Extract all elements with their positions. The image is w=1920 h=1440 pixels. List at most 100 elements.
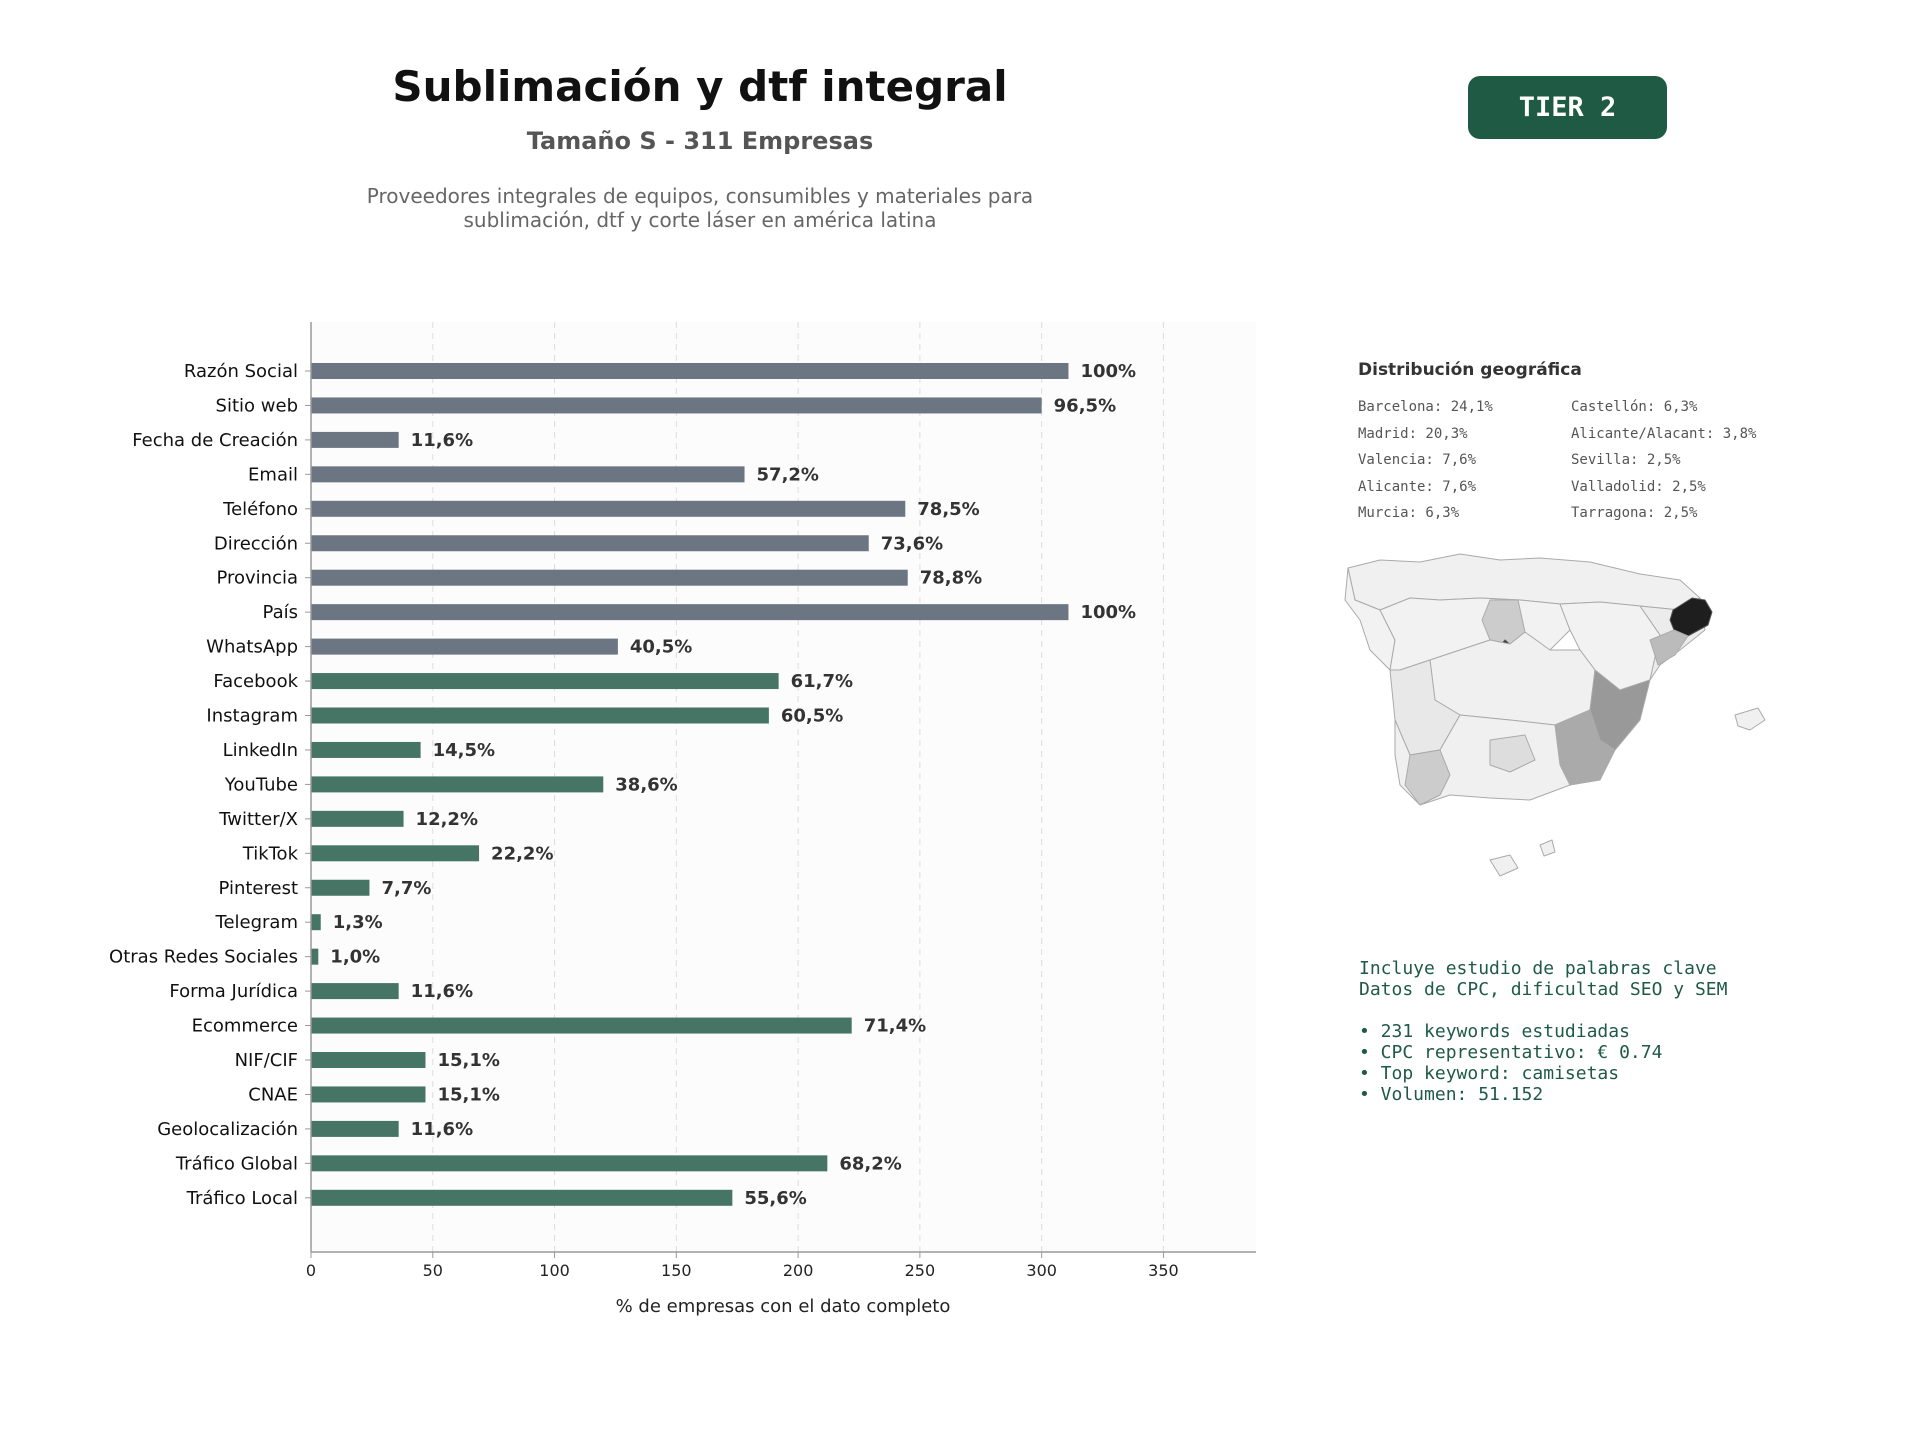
- bar: [311, 569, 908, 586]
- geo-item: Valladolid: 2,5%: [1571, 478, 1706, 495]
- bar: [311, 431, 399, 448]
- bar: [311, 500, 906, 517]
- value-label: 14,5%: [433, 740, 495, 761]
- keyword-bullet: • CPC representativo: € 0.74: [1359, 1042, 1663, 1063]
- geo-item: Alicante/Alacant: 3,8%: [1571, 425, 1757, 442]
- geo-list-right: Castellón: 6,3% Alicante/Alacant: 3,8% S…: [1571, 397, 1756, 530]
- x-axis-ticks: 0 50 100 150 200 250 300 350: [306, 1252, 1179, 1280]
- bar: [311, 1189, 733, 1206]
- geo-list-left: Barcelona: 24,1% Madrid: 20,3% Valencia:…: [1358, 397, 1493, 530]
- value-label: 68,2%: [839, 1153, 901, 1174]
- value-label: 11,6%: [411, 981, 473, 1002]
- bar: [311, 638, 618, 655]
- category-label: LinkedIn: [223, 740, 298, 761]
- bar-chart: Razón Social Sitio web Fecha de Creación Em…: [109, 322, 1256, 1317]
- bar: [311, 983, 399, 1000]
- bar: [311, 363, 1069, 379]
- category-label: Teléfono: [222, 499, 298, 520]
- value-label: 11,6%: [411, 1119, 473, 1140]
- value-label: 55,6%: [744, 1188, 806, 1209]
- map-region-baleares: [1734, 707, 1766, 731]
- category-labels: Razón Social Sitio web Fecha de Creación Em…: [109, 361, 311, 1209]
- bar: [311, 914, 321, 931]
- map-region-sevilla: [1404, 749, 1451, 806]
- bars-group: [311, 363, 1069, 1206]
- keyword-bullet: • Volumen: 51.152: [1359, 1084, 1544, 1105]
- bar: [311, 845, 480, 862]
- map-region-canarias-2: [1539, 839, 1556, 857]
- bar: [311, 673, 779, 690]
- category-label: Tráfico Local: [186, 1188, 298, 1209]
- geo-item: Madrid: 20,3%: [1358, 425, 1468, 442]
- category-label: Facebook: [213, 671, 298, 692]
- bar: [311, 1120, 399, 1137]
- value-label: 61,7%: [791, 671, 853, 692]
- tier-badge: TIER 2: [1468, 76, 1667, 139]
- keywords-line-2: Datos de CPC, dificultad SEO y SEM: [1359, 979, 1728, 1000]
- description-line-2: sublimación, dtf y corte láser en améric…: [463, 208, 937, 232]
- category-label: Telegram: [215, 912, 298, 933]
- value-label: 22,2%: [491, 843, 553, 864]
- category-label: WhatsApp: [206, 637, 298, 658]
- x-tick-label: 250: [905, 1261, 936, 1280]
- geo-item: Valencia: 7,6%: [1358, 452, 1477, 468]
- bar: [311, 810, 404, 827]
- bar: [311, 948, 319, 965]
- category-label: NIF/CIF: [235, 1050, 298, 1071]
- bar: [311, 535, 869, 552]
- keywords-line-1: Incluye estudio de palabras clave: [1359, 958, 1717, 979]
- geo-title: Distribución geográfica: [1358, 360, 1582, 380]
- value-label: 96,5%: [1054, 395, 1116, 416]
- geo-item: Tarragona: 2,5%: [1571, 505, 1698, 521]
- category-label: Twitter/X: [218, 809, 298, 830]
- geo-item: Barcelona: 24,1%: [1358, 399, 1493, 415]
- bar: [311, 1155, 828, 1172]
- category-label: Dirección: [214, 533, 298, 554]
- bar: [311, 1017, 852, 1034]
- x-tick-label: 0: [306, 1261, 316, 1280]
- x-axis-label: % de empresas con el dato completo: [616, 1296, 951, 1317]
- map-region-canarias: [1489, 854, 1519, 877]
- category-label: Instagram: [206, 706, 298, 727]
- map-region-tarragona: [1649, 629, 1689, 666]
- page-title: Sublimación y dtf integral: [392, 62, 1008, 111]
- category-label: TikTok: [242, 843, 299, 864]
- bar: [311, 397, 1042, 414]
- value-label: 57,2%: [757, 464, 819, 485]
- value-label: 11,6%: [411, 430, 473, 451]
- value-label: 1,0%: [330, 947, 380, 968]
- category-label: Otras Redes Sociales: [109, 947, 298, 968]
- category-label: País: [263, 602, 298, 623]
- category-label: YouTube: [224, 774, 298, 795]
- value-labels: 100% 96,5% 11,6% 57,2% 78,5% 73,6% 78,8% 100% 40…: [330, 361, 1136, 1209]
- category-label: Ecommerce: [192, 1016, 298, 1037]
- category-label: Tráfico Global: [175, 1153, 298, 1174]
- geo-item: Murcia: 6,3%: [1358, 505, 1460, 521]
- value-label: 78,8%: [920, 568, 982, 589]
- bar: [311, 604, 1069, 621]
- value-label: 71,4%: [864, 1016, 926, 1037]
- value-label: 73,6%: [881, 533, 943, 554]
- bar: [311, 1052, 426, 1068]
- spain-map: [1344, 553, 1766, 877]
- x-tick-label: 300: [1026, 1261, 1057, 1280]
- x-tick-label: 50: [423, 1261, 443, 1280]
- category-label: Provincia: [216, 568, 298, 589]
- keyword-bullet: • 231 keywords estudiadas: [1359, 1021, 1630, 1042]
- keyword-bullet: • Top keyword: camisetas: [1359, 1063, 1620, 1084]
- page-subtitle: Tamaño S - 311 Empresas: [526, 127, 874, 155]
- value-label: 100%: [1080, 361, 1136, 382]
- category-label: Sitio web: [216, 395, 298, 416]
- value-label: 40,5%: [630, 637, 692, 658]
- geo-item: Alicante: 7,6%: [1358, 478, 1477, 495]
- map-region-jaen: [1489, 734, 1536, 773]
- bar: [311, 879, 370, 896]
- geo-item: Sevilla: 2,5%: [1571, 452, 1681, 468]
- map-region-barcelona: [1669, 597, 1713, 637]
- category-label: CNAE: [248, 1084, 298, 1105]
- bar: [311, 776, 604, 793]
- category-label: Geolocalización: [157, 1119, 298, 1140]
- category-label: Pinterest: [218, 878, 298, 899]
- value-label: 12,2%: [416, 809, 478, 830]
- category-label: Razón Social: [184, 361, 298, 382]
